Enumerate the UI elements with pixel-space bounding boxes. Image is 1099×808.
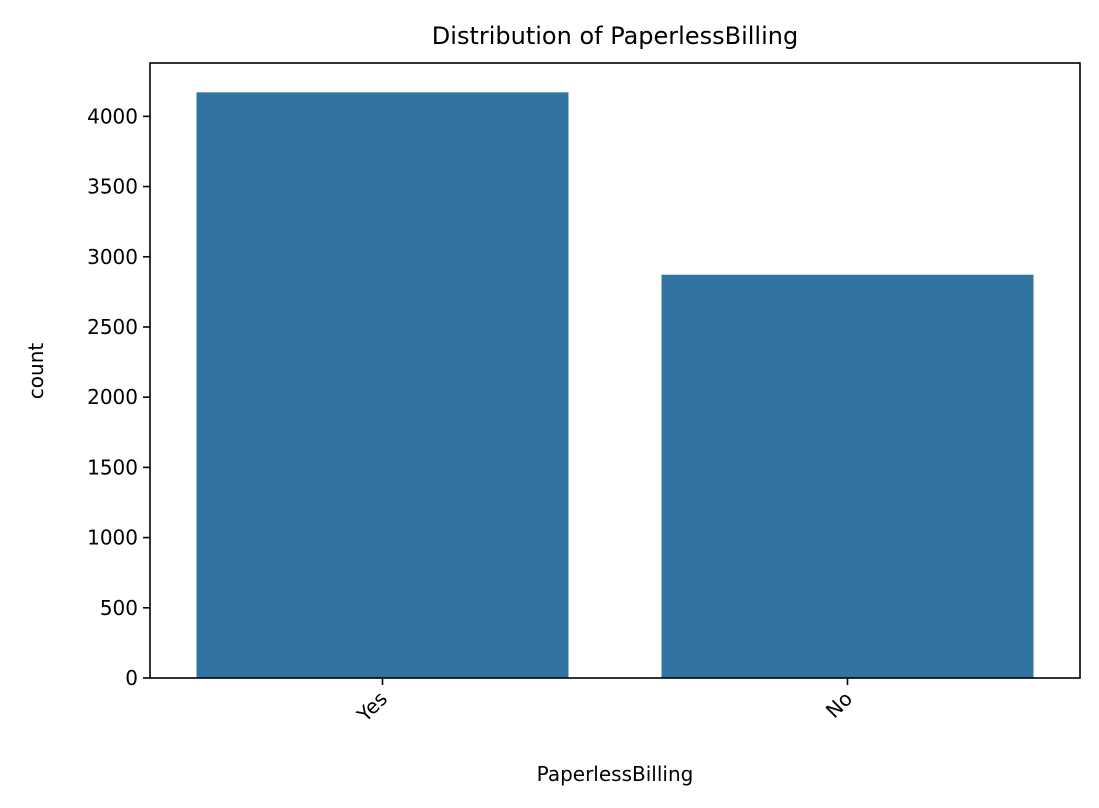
y-tick-label: 0 <box>125 666 138 690</box>
bars-group <box>196 92 1034 679</box>
y-axis-ticks: 0 500 1000 1500 2000 2500 3000 3500 4000 <box>87 104 150 690</box>
y-tick-label: 1000 <box>87 526 138 550</box>
y-tick-label: 1500 <box>87 455 138 479</box>
y-tick-label: 3000 <box>87 245 138 269</box>
chart-title: Distribution of PaperlessBilling <box>432 22 798 50</box>
bar-no <box>661 274 1034 678</box>
y-tick-label: 2500 <box>87 315 138 339</box>
plot-frame <box>149 62 1081 679</box>
y-tick-label: 2000 <box>87 385 138 409</box>
bar-yes <box>196 92 569 679</box>
y-tick-label: 3500 <box>87 175 138 199</box>
x-axis-ticks: Yes No <box>352 678 857 728</box>
y-tick-label: 500 <box>100 596 138 620</box>
x-tick-label: Yes <box>352 687 393 728</box>
y-axis-title: count <box>24 343 48 400</box>
x-tick-label: No <box>821 687 857 723</box>
y-tick-label: 4000 <box>87 104 138 128</box>
x-axis-title: PaperlessBilling <box>537 762 694 786</box>
